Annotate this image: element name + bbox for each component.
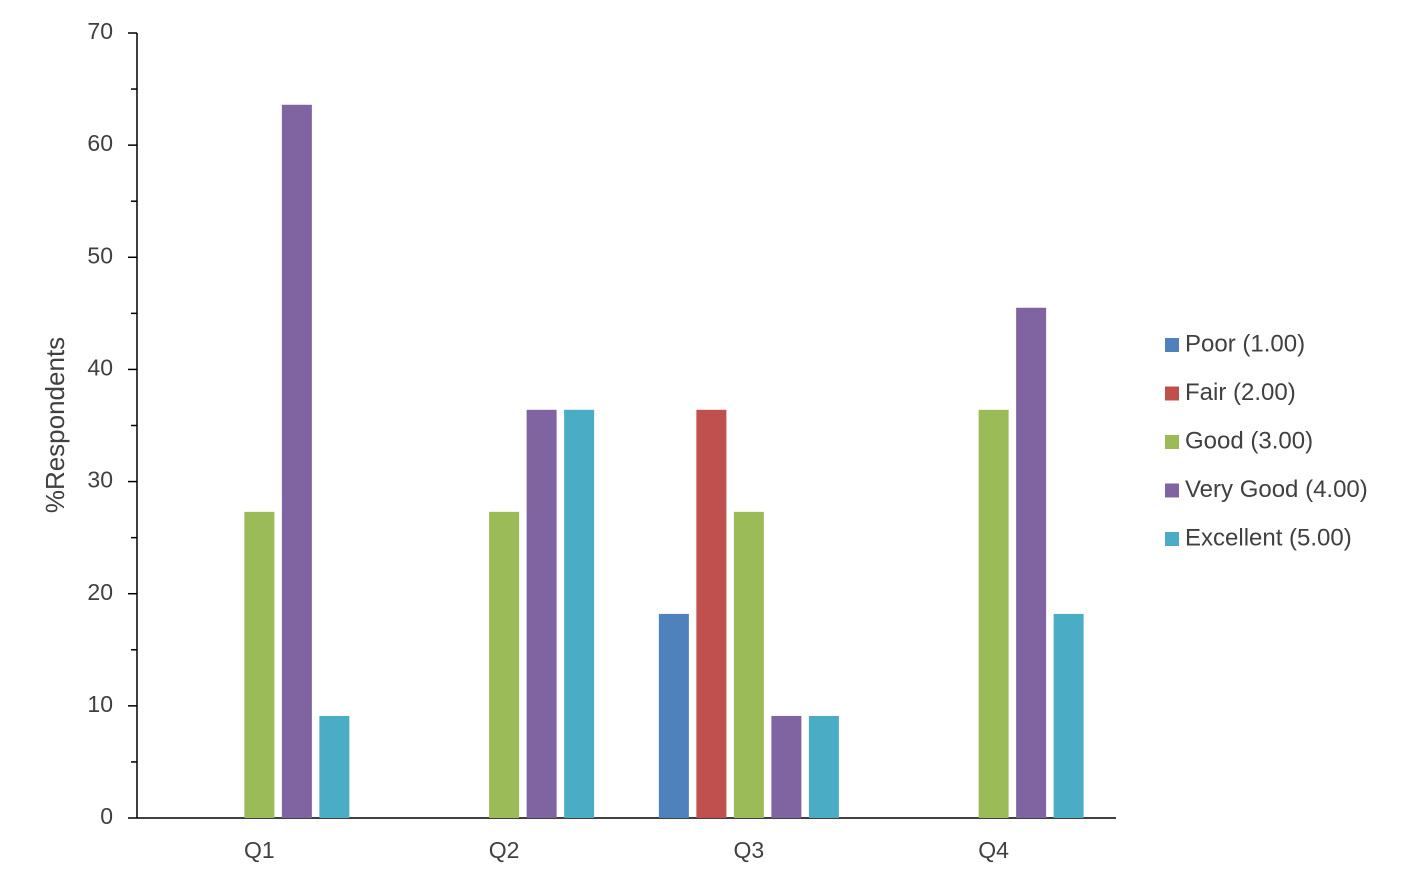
bar xyxy=(281,104,312,819)
legend-label: Very Good (4.00) xyxy=(1185,476,1368,503)
bar xyxy=(1016,307,1047,818)
legend-swatch xyxy=(1165,483,1179,498)
y-tick-label: 0 xyxy=(100,803,113,829)
x-tick-label: Q4 xyxy=(978,837,1009,863)
bar xyxy=(244,511,275,818)
legend-label: Good (3.00) xyxy=(1185,427,1313,454)
y-tick-label: 50 xyxy=(87,242,113,268)
y-tick-label: 40 xyxy=(87,355,113,381)
legend-swatch xyxy=(1165,532,1179,546)
legend-label: Excellent (5.00) xyxy=(1185,524,1352,551)
y-tick-label: 20 xyxy=(87,579,113,605)
bar xyxy=(658,613,689,818)
x-tick-label: Q3 xyxy=(734,837,765,863)
legend-swatch xyxy=(1165,338,1179,352)
y-tick-label: 60 xyxy=(87,130,113,156)
bar xyxy=(978,409,1009,818)
x-tick-label: Q1 xyxy=(244,837,275,863)
legend-swatch xyxy=(1165,386,1179,401)
bar xyxy=(526,409,557,818)
bar xyxy=(771,715,802,818)
y-tick-label: 10 xyxy=(87,691,113,717)
bar xyxy=(733,511,764,818)
y-tick-label: 70 xyxy=(87,18,113,44)
legend-swatch xyxy=(1165,435,1179,449)
bar xyxy=(696,409,727,818)
y-axis-title: %Respondents xyxy=(40,337,70,513)
bar xyxy=(489,511,520,818)
bar xyxy=(1053,613,1084,818)
legend-label: Fair (2.00) xyxy=(1185,379,1296,406)
bar xyxy=(564,409,595,818)
y-tick-label: 30 xyxy=(87,467,113,493)
bar xyxy=(808,715,839,818)
bar xyxy=(319,715,350,818)
x-tick-label: Q2 xyxy=(489,837,520,863)
legend-label: Poor (1.00) xyxy=(1185,330,1305,357)
